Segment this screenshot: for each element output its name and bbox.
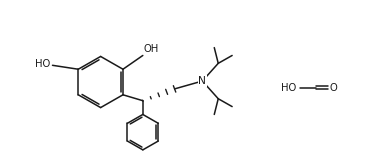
Text: O: O [330,83,338,93]
Text: HO: HO [35,59,50,69]
Text: HO: HO [281,83,296,93]
Text: OH: OH [144,43,159,53]
Text: N: N [199,76,206,86]
